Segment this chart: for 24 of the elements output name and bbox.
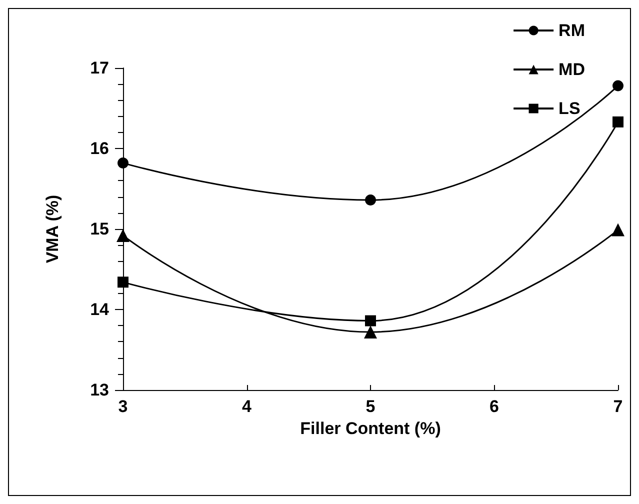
point bbox=[365, 315, 376, 326]
y-tick-label: 17 bbox=[90, 58, 109, 78]
y-tick-label: 16 bbox=[90, 139, 109, 158]
y-tick-label: 15 bbox=[90, 220, 109, 238]
point bbox=[118, 276, 128, 288]
y-tick-label: 14 bbox=[90, 300, 110, 319]
x-tick-label: 4 bbox=[242, 397, 252, 416]
y-tick-label: 13 bbox=[90, 380, 109, 400]
x-tick-label: 3 bbox=[118, 397, 128, 416]
point bbox=[612, 116, 624, 128]
x-axis-title: Filler Content (%) bbox=[300, 419, 441, 438]
legend-label: RM bbox=[558, 21, 586, 40]
legend-label: MD bbox=[558, 60, 586, 79]
x-tick-label: 5 bbox=[366, 397, 376, 416]
x-tick-label: 6 bbox=[490, 397, 499, 416]
point bbox=[364, 326, 377, 339]
point bbox=[116, 228, 130, 242]
point bbox=[365, 194, 376, 206]
y-axis-title: VMA (%) bbox=[43, 194, 62, 264]
point bbox=[612, 223, 624, 236]
legend-label: LS bbox=[558, 99, 580, 118]
point bbox=[118, 157, 128, 168]
x-tick-label: 7 bbox=[613, 397, 623, 416]
point bbox=[612, 80, 624, 92]
